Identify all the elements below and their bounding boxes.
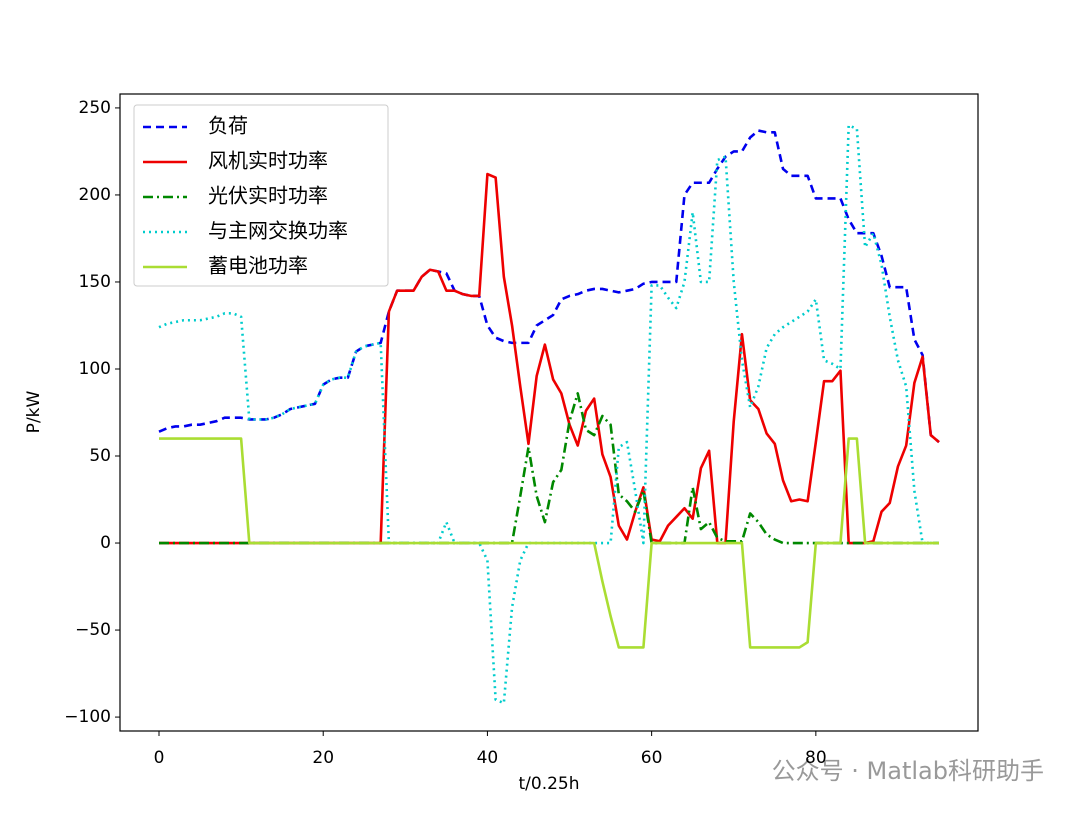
legend-label: 与主网交换功率 [208,219,348,243]
legend-label: 负荷 [208,114,248,138]
y-tick-label: 200 [79,185,111,205]
legend-label: 光伏实时功率 [208,184,328,208]
y-tick-label: −50 [75,620,111,640]
y-tick-label: 250 [79,98,111,118]
y-tick-label: 50 [89,446,111,466]
plot-frame [119,93,979,732]
series-line [159,437,939,649]
y-axis-label: P/kW [24,390,44,433]
y-tick-label: 0 [100,533,111,553]
watermark: 公众号 · Matlab科研助手 [772,757,1044,785]
x-tick-label: 20 [312,748,334,768]
legend-label: 风机实时功率 [208,149,328,173]
y-tick-label: −100 [64,707,111,727]
legend-label: 蓄电池功率 [208,254,308,278]
x-tick-label: 40 [477,748,499,768]
x-tick-label: 0 [154,748,165,768]
x-tick-label: 60 [641,748,663,768]
series-line [159,392,939,545]
legend-box [133,104,389,287]
x-tick-label: 80 [805,748,827,768]
y-tick-label: 100 [79,359,111,379]
y-tick-label: 150 [79,272,111,292]
x-axis-label: t/0.25h [518,774,579,794]
